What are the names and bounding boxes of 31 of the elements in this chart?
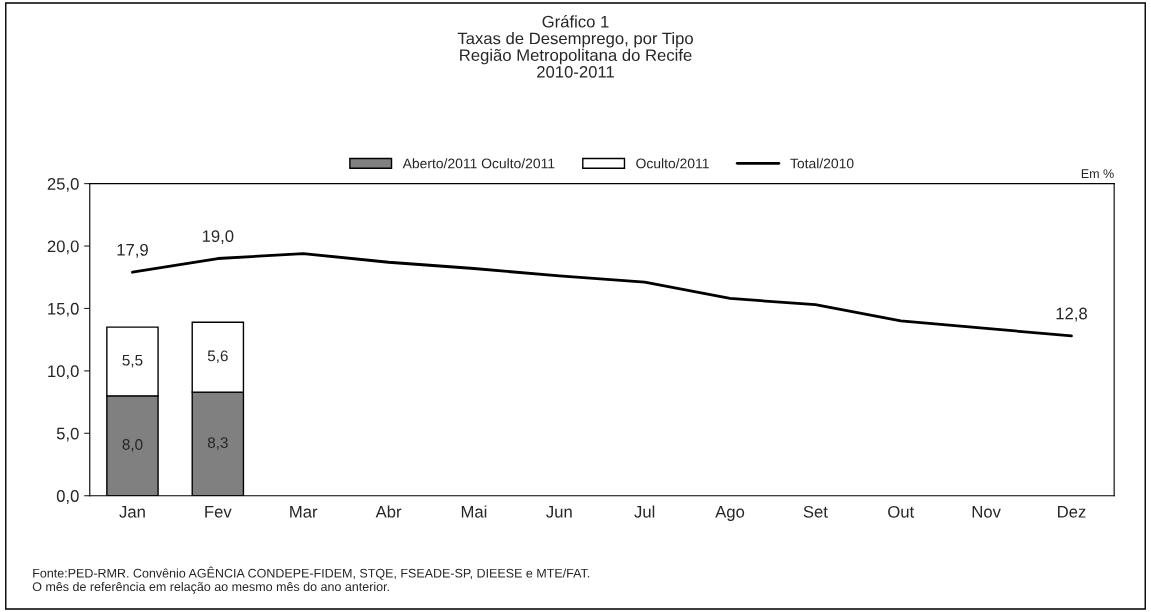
legend-label: Oculto/2011	[636, 158, 709, 169]
data-label: 17,9	[117, 243, 148, 258]
data-label: 8,0	[122, 439, 143, 452]
data-label: 12,8	[1056, 307, 1087, 322]
source-note: Fonte:PED-RMR. Convênio AGÊNCIA CONDEPE-FIDEM, STQE, FSEADE-SP, DIEESE e MTE/FAT. O mês de referência em relação ao mesmo mês do ano anterior.	[32, 566, 590, 594]
y-tick-label: 10,0	[48, 365, 79, 380]
y-tick-label: 0,0	[56, 490, 79, 504]
x-tick-label: Mar	[290, 506, 318, 518]
x-tick-label: Jul	[634, 505, 655, 518]
data-label: 5,6	[207, 350, 228, 364]
x-tick-label: Ago	[715, 506, 745, 521]
x-tick-label: Set	[803, 505, 828, 518]
data-label: 19,0	[202, 230, 234, 244]
y-tick-label: 5,0	[56, 427, 79, 442]
x-tick-label: Nov	[972, 506, 1001, 518]
y-tick-label: 20,0	[47, 240, 79, 255]
x-tick-label: Fev	[205, 506, 232, 518]
y-tick-label: 15,0	[48, 302, 79, 317]
text: Em %	[1081, 169, 1114, 178]
legend-label: Total/2010	[790, 158, 854, 169]
data-label: 8,3	[207, 437, 228, 450]
chart-title: Gráfico 1 Taxas de Desemprego, por Tipo Região Metropolitana do Recife 2010-2011	[457, 15, 693, 78]
x-tick-label: Dez	[1058, 506, 1086, 518]
x-tick-label: Abr	[375, 505, 402, 518]
x-tick-label: Mai	[461, 505, 487, 518]
x-tick-label: Jan	[119, 506, 145, 518]
x-tick-label: Jun	[546, 506, 572, 518]
y-tick-label: 25,0	[47, 178, 79, 192]
data-label: 5,5	[122, 354, 143, 368]
x-tick-label: Out	[888, 505, 915, 518]
legend-label: Aberto/2011 Oculto/2011	[402, 158, 555, 169]
